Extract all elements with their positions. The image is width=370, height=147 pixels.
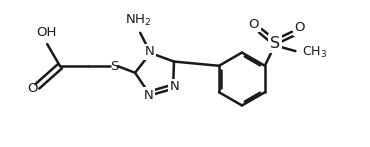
Text: N: N — [144, 45, 154, 58]
Text: N: N — [169, 80, 179, 93]
Text: CH$_3$: CH$_3$ — [302, 45, 327, 60]
Text: S: S — [110, 60, 119, 73]
Text: O: O — [249, 18, 259, 31]
Text: O: O — [294, 21, 305, 34]
Text: N: N — [144, 89, 154, 102]
Text: O: O — [27, 82, 38, 95]
Text: NH$_2$: NH$_2$ — [125, 13, 152, 28]
Text: S: S — [270, 36, 280, 51]
Text: OH: OH — [36, 26, 57, 39]
